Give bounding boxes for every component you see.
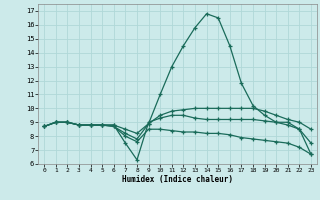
X-axis label: Humidex (Indice chaleur): Humidex (Indice chaleur) xyxy=(122,175,233,184)
